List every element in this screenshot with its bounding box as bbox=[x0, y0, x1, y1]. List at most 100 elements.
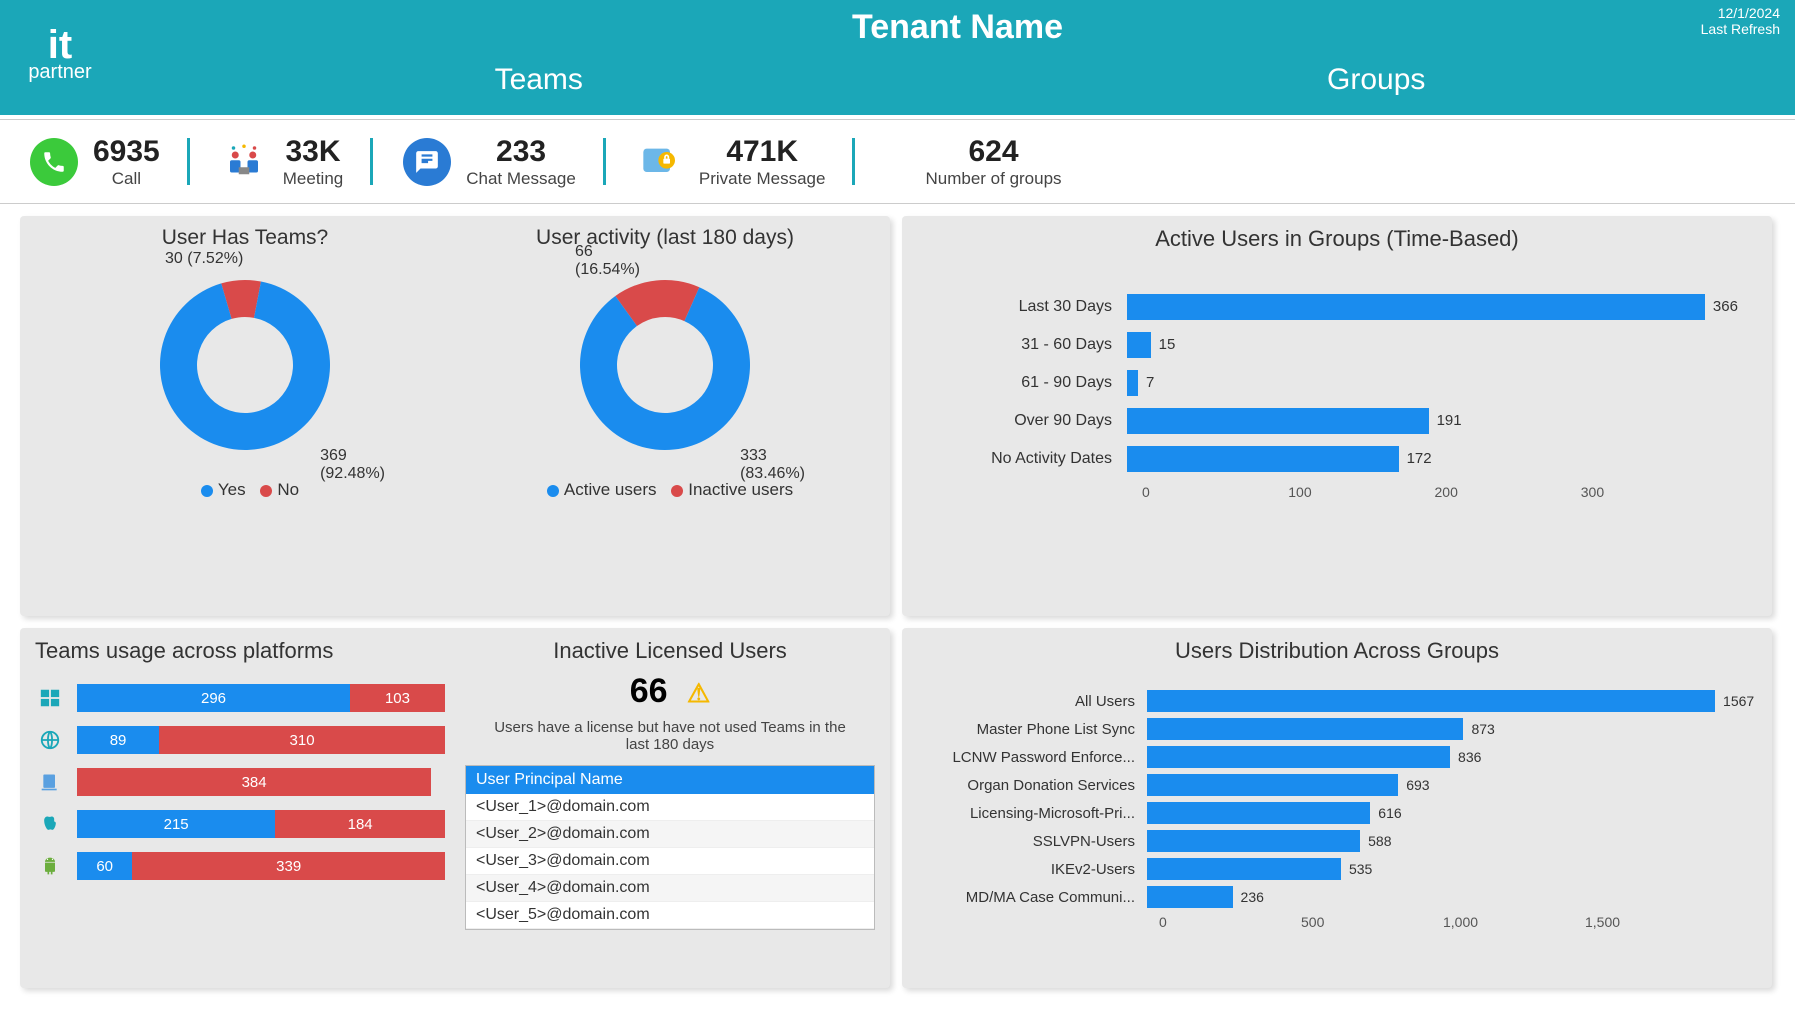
dist-row: LCNW Password Enforce... 836 bbox=[927, 746, 1727, 768]
inactive-users-table[interactable]: User Principal Name <User_1>@domain.com<… bbox=[465, 765, 875, 930]
page-title-row: Tenant Name 12/1/2024 Last Refresh bbox=[120, 0, 1795, 47]
dist-label: Master Phone List Sync bbox=[927, 721, 1147, 738]
kpi-groups-label: Number of groups bbox=[925, 169, 1061, 189]
table-row[interactable]: <User_1>@domain.com bbox=[466, 794, 874, 821]
dist-row: MD/MA Case Communi... 236 bbox=[927, 886, 1727, 908]
donut2-legend: Active users Inactive users bbox=[537, 480, 793, 500]
platforms-title: Teams usage across platforms bbox=[35, 638, 445, 664]
bar-row: No Activity Dates 172 bbox=[947, 446, 1727, 472]
dist-label: Licensing-Microsoft-Pri... bbox=[927, 805, 1147, 822]
legend-dot-yes bbox=[201, 485, 213, 497]
dashboard-grid: User Has Teams? 30 (7.52%) 369 (92.48%) … bbox=[0, 204, 1795, 1000]
dist-row: Licensing-Microsoft-Pri... 616 bbox=[927, 802, 1727, 824]
logo-text-top: it bbox=[48, 29, 72, 61]
inactive-users-panel: Inactive Licensed Users 66 ⚠ Users have … bbox=[465, 638, 875, 978]
distribution-bars: All Users 1567 Master Phone List Sync 873… bbox=[917, 674, 1757, 930]
dist-label: LCNW Password Enforce... bbox=[927, 749, 1147, 766]
tab-teams[interactable]: Teams bbox=[120, 63, 958, 97]
tabs: Teams Groups bbox=[120, 47, 1795, 113]
kpi-meeting: 33KMeeting bbox=[190, 120, 373, 203]
donut2-callout-major: 333 (83.46%) bbox=[740, 447, 805, 483]
dist-label: MD/MA Case Communi... bbox=[927, 889, 1147, 906]
kpi-private-value: 471K bbox=[726, 135, 798, 169]
phone-icon bbox=[30, 138, 78, 186]
donut1-svg bbox=[135, 255, 355, 475]
kpi-meeting-value: 33K bbox=[285, 135, 340, 169]
web-icon bbox=[35, 728, 65, 752]
dist-x-axis: 05001,0001,500 bbox=[1159, 914, 1727, 930]
table-row[interactable]: <User_3>@domain.com bbox=[466, 848, 874, 875]
ios-icon bbox=[35, 812, 65, 836]
active-users-title: Active Users in Groups (Time-Based) bbox=[917, 226, 1757, 252]
donut1-callout-minor: 30 (7.52%) bbox=[165, 250, 243, 268]
donut-has-teams: User Has Teams? 30 (7.52%) 369 (92.48%) … bbox=[35, 226, 455, 606]
card-distribution: Users Distribution Across Groups All Use… bbox=[902, 628, 1772, 988]
dist-row: SSLVPN-Users 588 bbox=[927, 830, 1727, 852]
table-row[interactable]: <User_4>@domain.com bbox=[466, 875, 874, 902]
kpi-call-value: 6935 bbox=[93, 135, 160, 169]
logo-text-bottom: partner bbox=[28, 61, 91, 84]
donut1-title: User Has Teams? bbox=[162, 226, 329, 250]
kpi-chat-value: 233 bbox=[496, 135, 546, 169]
kpi-groups-value: 624 bbox=[968, 135, 1018, 169]
donut2-svg bbox=[555, 255, 775, 475]
chat-icon bbox=[403, 138, 451, 186]
legend-dot-active bbox=[547, 485, 559, 497]
card-donuts: User Has Teams? 30 (7.52%) 369 (92.48%) … bbox=[20, 216, 890, 616]
table-row[interactable]: <User_5>@domain.com bbox=[466, 902, 874, 929]
donut1-legend: Yes No bbox=[191, 480, 299, 500]
header: it partner Tenant Name 12/1/2024 Last Re… bbox=[0, 0, 1795, 115]
kpi-call-label: Call bbox=[112, 169, 141, 189]
kpi-row: 6935Call 33KMeeting 233Chat Message 471K… bbox=[0, 119, 1795, 204]
bar-label: Last 30 Days bbox=[947, 298, 1127, 316]
meeting-icon bbox=[220, 138, 268, 186]
bar-label: 31 - 60 Days bbox=[947, 336, 1127, 354]
platforms-chart: Teams usage across platforms 296 103 89 … bbox=[35, 638, 445, 978]
platform-row: 215 184 bbox=[35, 810, 445, 838]
dist-row: Organ Donation Services 693 bbox=[927, 774, 1727, 796]
donut-activity: User activity (last 180 days) 66 (16.54%… bbox=[455, 226, 875, 606]
refresh-date: 12/1/2024 bbox=[1701, 5, 1780, 21]
table-row[interactable]: <User_2>@domain.com bbox=[466, 821, 874, 848]
kpi-private-label: Private Message bbox=[699, 169, 826, 189]
tenant-name: Tenant Name bbox=[852, 8, 1063, 46]
legend-dot-no bbox=[260, 485, 272, 497]
dist-row: All Users 1567 bbox=[927, 690, 1727, 712]
x-axis: 0100200300 bbox=[1142, 484, 1727, 500]
warning-icon: ⚠ bbox=[687, 678, 710, 709]
bar-row: Over 90 Days 191 bbox=[947, 408, 1727, 434]
kpi-call: 6935Call bbox=[0, 120, 190, 203]
inactive-description: Users have a license but have not used T… bbox=[465, 719, 875, 753]
platform-row: 384 bbox=[35, 768, 445, 796]
refresh-label: Last Refresh bbox=[1701, 21, 1780, 37]
bar-row: 61 - 90 Days 7 bbox=[947, 370, 1727, 396]
legend-dot-inactive bbox=[671, 485, 683, 497]
dist-label: Organ Donation Services bbox=[927, 777, 1147, 794]
donut2-callout-minor: 66 (16.54%) bbox=[575, 243, 640, 279]
dist-row: Master Phone List Sync 873 bbox=[927, 718, 1727, 740]
kpi-groups: 624Number of groups bbox=[895, 120, 1091, 203]
dist-label: SSLVPN-Users bbox=[927, 833, 1147, 850]
dist-label: All Users bbox=[927, 693, 1147, 710]
bar-label: No Activity Dates bbox=[947, 450, 1127, 468]
refresh-info: 12/1/2024 Last Refresh bbox=[1701, 5, 1780, 37]
mac-icon bbox=[35, 770, 65, 794]
tab-groups[interactable]: Groups bbox=[958, 63, 1795, 97]
windows-icon bbox=[35, 686, 65, 710]
platform-row: 60 339 bbox=[35, 852, 445, 880]
platform-row: 89 310 bbox=[35, 726, 445, 754]
card-platforms-inactive: Teams usage across platforms 296 103 89 … bbox=[20, 628, 890, 988]
bar-label: 61 - 90 Days bbox=[947, 374, 1127, 392]
logo: it partner bbox=[0, 0, 120, 113]
kpi-chat: 233Chat Message bbox=[373, 120, 606, 203]
dist-row: IKEv2-Users 535 bbox=[927, 858, 1727, 880]
bar-row: Last 30 Days 366 bbox=[947, 294, 1727, 320]
kpi-private: 471KPrivate Message bbox=[606, 120, 856, 203]
private-message-icon bbox=[636, 138, 684, 186]
kpi-meeting-label: Meeting bbox=[283, 169, 343, 189]
bar-row: 31 - 60 Days 15 bbox=[947, 332, 1727, 358]
inactive-count: 66 bbox=[630, 672, 668, 710]
dist-label: IKEv2-Users bbox=[927, 861, 1147, 878]
android-icon bbox=[35, 854, 65, 878]
inactive-title: Inactive Licensed Users bbox=[465, 638, 875, 664]
